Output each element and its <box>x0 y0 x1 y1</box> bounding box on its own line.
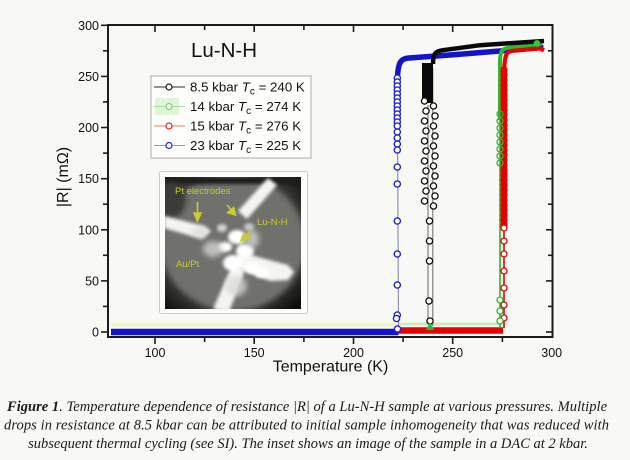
svg-text:23 kbar Tc = 225 K: 23 kbar Tc = 225 K <box>190 138 301 156</box>
svg-text:|R| (mΩ): |R| (mΩ) <box>55 147 72 207</box>
svg-text:Figure 1. Temperature dependen: Figure 1. Temperature dependence of resi… <box>6 399 608 415</box>
svg-text:300: 300 <box>78 19 99 33</box>
svg-text:100: 100 <box>78 223 99 237</box>
svg-text:200: 200 <box>78 121 99 135</box>
svg-text:Au/Pt: Au/Pt <box>176 259 200 270</box>
svg-text:150: 150 <box>244 346 265 360</box>
svg-text:15 kbar Tc = 276 K: 15 kbar Tc = 276 K <box>190 119 301 137</box>
svg-text:50: 50 <box>85 274 99 288</box>
svg-text:drops in resistance at 8.5 kba: drops in resistance at 8.5 kbar can be a… <box>4 418 609 434</box>
svg-text:100: 100 <box>145 346 166 360</box>
svg-text:300: 300 <box>541 346 562 360</box>
svg-text:Lu-N-H: Lu-N-H <box>257 217 288 228</box>
svg-text:0: 0 <box>92 326 99 340</box>
svg-text:150: 150 <box>78 172 99 186</box>
svg-text:Temperature (K): Temperature (K) <box>273 359 389 376</box>
svg-text:Lu-N-H: Lu-N-H <box>191 39 257 62</box>
svg-text:250: 250 <box>78 70 99 84</box>
svg-text:8.5 kbar Tc = 240 K: 8.5 kbar Tc = 240 K <box>190 80 305 98</box>
svg-text:14 kbar Tc = 274 K: 14 kbar Tc = 274 K <box>190 99 301 117</box>
svg-text:subsequent thermal cycling (se: subsequent thermal cycling (see SI). The… <box>28 436 588 452</box>
svg-text:200: 200 <box>343 346 364 360</box>
svg-text:250: 250 <box>442 346 463 360</box>
svg-text:Pt electrodes: Pt electrodes <box>175 186 231 197</box>
